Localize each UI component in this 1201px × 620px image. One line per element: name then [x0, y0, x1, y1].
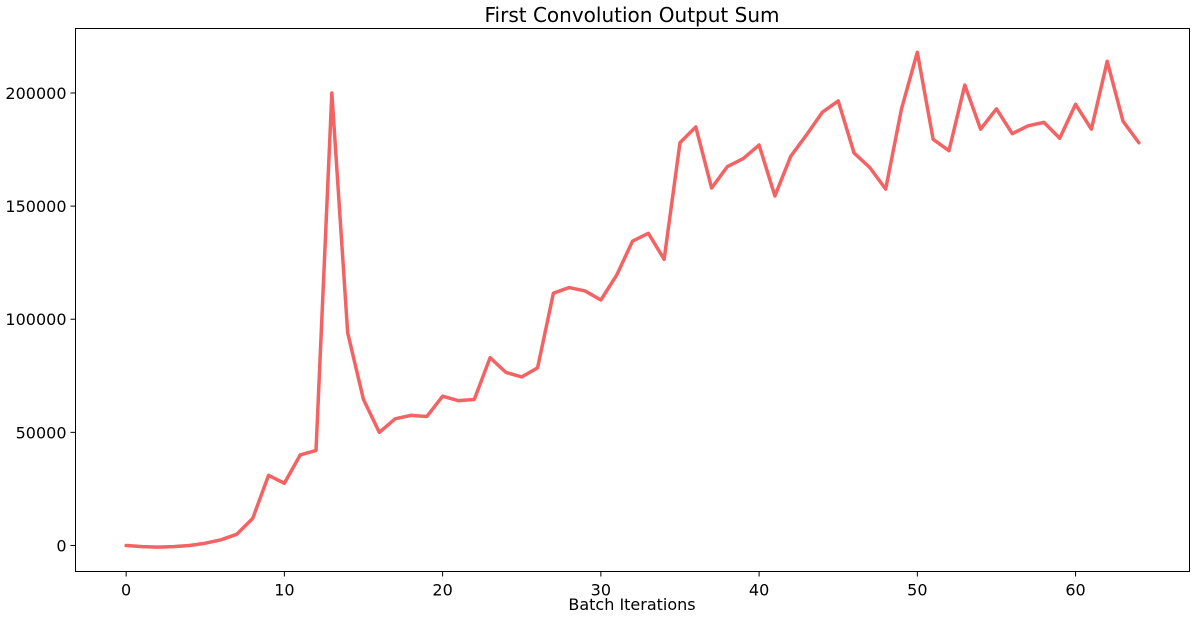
y-tick-label: 200000 — [5, 84, 66, 103]
x-tick-label: 30 — [591, 581, 611, 600]
x-tick-label: 60 — [1065, 581, 1085, 600]
y-tick-label: 0 — [56, 536, 66, 555]
y-tick-label: 100000 — [5, 310, 66, 329]
series-line-0 — [124, 50, 1141, 549]
axes-frame — [75, 28, 1190, 572]
y-tick-label: 150000 — [5, 197, 66, 216]
plot-area — [124, 50, 1141, 549]
x-axis-label: Batch Iterations — [568, 595, 695, 614]
x-axis: 0 10 20 30 40 50 60 — [121, 571, 1086, 600]
x-tick-label: 10 — [274, 581, 294, 600]
y-axis: 0 50000 100000 150000 200000 — [5, 84, 76, 555]
chart-title: First Convolution Output Sum — [485, 3, 780, 27]
x-tick-label: 20 — [432, 581, 452, 600]
x-tick-label: 40 — [749, 581, 769, 600]
y-tick-label: 50000 — [16, 423, 67, 442]
x-tick-label: 50 — [907, 581, 927, 600]
x-tick-label: 0 — [121, 581, 131, 600]
